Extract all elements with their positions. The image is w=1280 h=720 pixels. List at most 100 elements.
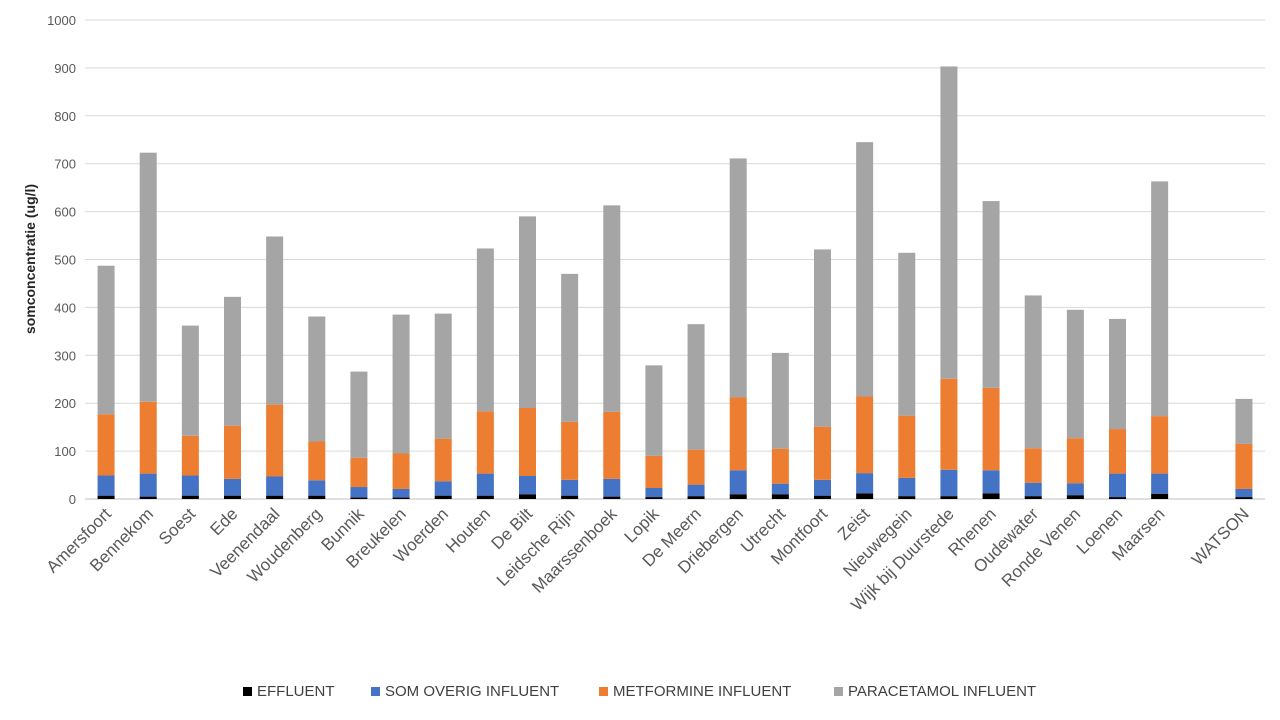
bar-segment-metformine-influent [645,455,663,488]
legend-label: EFFLUENT [257,683,335,700]
bar-segment-som-overig-influent [940,469,958,497]
bar-segment-effluent [181,495,199,499]
bar-segment-paracetamol-influent [1066,309,1084,439]
bar-segment-effluent [814,495,831,499]
bar-segment-effluent [1024,496,1042,499]
bar-segment-metformine-influent [561,421,579,480]
bar-segment-paracetamol-influent [476,248,494,412]
bar-segment-som-overig-influent [1151,473,1169,494]
bar-segment-som-overig-influent [1024,482,1042,497]
bars [97,66,1253,499]
y-axis-title: somconcentratie (ug/l) [22,184,38,334]
bar-segment-som-overig-influent [224,478,241,496]
legend: EFFLUENT SOM OVERIG INFLUENT METFORMINE IN… [243,683,1036,700]
bar-segment-paracetamol-influent [687,324,705,450]
bar-segment-som-overig-influent [898,477,916,497]
bar-segment-paracetamol-influent [181,325,199,436]
bar-segment-effluent [687,496,705,499]
bar-segment-som-overig-influent [97,475,115,496]
bar-segment-metformine-influent [97,414,115,476]
y-tick-label: 300 [54,348,76,363]
bar-segment-metformine-influent [898,415,916,478]
x-category-label: Houten [442,504,494,556]
bar-segment-som-overig-influent [982,470,1000,494]
bar-segment-som-overig-influent [771,483,789,495]
bar-segment-effluent [771,494,789,499]
bar-segment-effluent [97,495,115,499]
bar-segment-paracetamol-influent [1151,181,1169,417]
bar-segment-metformine-influent [687,449,705,485]
bar-segment-som-overig-influent [476,473,494,496]
bar-segment-som-overig-influent [1235,488,1253,498]
bar-segment-effluent [561,495,579,499]
bar-segment-som-overig-influent [856,473,874,494]
bar-segment-paracetamol-influent [1024,295,1042,449]
bar-segment-effluent [224,495,241,499]
bar-segment-paracetamol-influent [97,265,115,415]
y-tick-label: 500 [54,253,76,268]
bar-segment-effluent [139,496,157,499]
bar-segment-metformine-influent [476,411,494,474]
x-category-label: WATSON [1188,504,1253,569]
legend-swatch [599,687,608,696]
bar-segment-paracetamol-influent [898,252,916,416]
y-tick-label: 600 [54,205,76,220]
bar-segment-metformine-influent [266,404,284,477]
bar-segment-som-overig-influent [645,487,663,498]
bar-segment-som-overig-influent [814,479,831,496]
bar-segment-som-overig-influent [1109,473,1126,498]
bar-segment-paracetamol-influent [350,371,368,458]
bar-segment-paracetamol-influent [1235,398,1253,444]
bar-segment-som-overig-influent [181,475,199,496]
y-tick-label: 100 [54,444,76,459]
bar-segment-paracetamol-influent [392,314,410,454]
y-tick-label: 900 [54,61,76,76]
bar-segment-metformine-influent [1066,438,1084,484]
bar-segment-metformine-influent [350,457,368,488]
bar-segment-effluent [1109,497,1126,499]
y-tick-label: 1000 [47,13,76,28]
bar-segment-som-overig-influent [561,479,579,496]
bar-segment-effluent [392,497,410,499]
bar-segment-metformine-influent [771,448,789,484]
bar-segment-metformine-influent [139,401,157,474]
bar-segment-effluent [266,495,284,499]
bar-segment-metformine-influent [1109,429,1126,474]
bar-segment-effluent [434,495,452,499]
bar-segment-metformine-influent [982,387,1000,471]
bar-segment-metformine-influent [392,453,410,489]
bar-segment-paracetamol-influent [982,201,1000,388]
bar-segment-paracetamol-influent [519,216,536,408]
legend-label: SOM OVERIG INFLUENT [385,683,559,700]
bar-segment-paracetamol-influent [561,273,579,422]
y-tick-label: 700 [54,157,76,172]
y-tick-label: 800 [54,109,76,124]
bar-segment-paracetamol-influent [266,236,284,405]
bar-segment-som-overig-influent [266,476,284,496]
bar-segment-metformine-influent [729,397,747,471]
legend-swatch [371,687,380,696]
bar-segment-effluent [350,497,368,499]
y-tick-label: 400 [54,300,76,315]
legend-label: METFORMINE INFLUENT [613,683,791,700]
bar-segment-effluent [982,493,1000,499]
bar-segment-paracetamol-influent [645,365,663,456]
y-tick-label: 200 [54,396,76,411]
bar-segment-som-overig-influent [1066,483,1084,496]
bar-segment-paracetamol-influent [603,205,621,412]
bar-segment-metformine-influent [856,396,874,474]
bar-segment-som-overig-influent [308,480,326,496]
bar-segment-metformine-influent [308,441,326,481]
bar-segment-som-overig-influent [434,481,452,496]
bar-segment-effluent [476,495,494,499]
bar-segment-metformine-influent [519,407,536,477]
bar-segment-effluent [729,494,747,499]
bar-segment-som-overig-influent [139,473,157,497]
bar-segment-paracetamol-influent [224,296,241,426]
bar-segment-paracetamol-influent [771,352,789,449]
bar-segment-metformine-influent [940,378,958,470]
bar-segment-effluent [940,496,958,499]
x-category-label: Soest [155,504,199,548]
